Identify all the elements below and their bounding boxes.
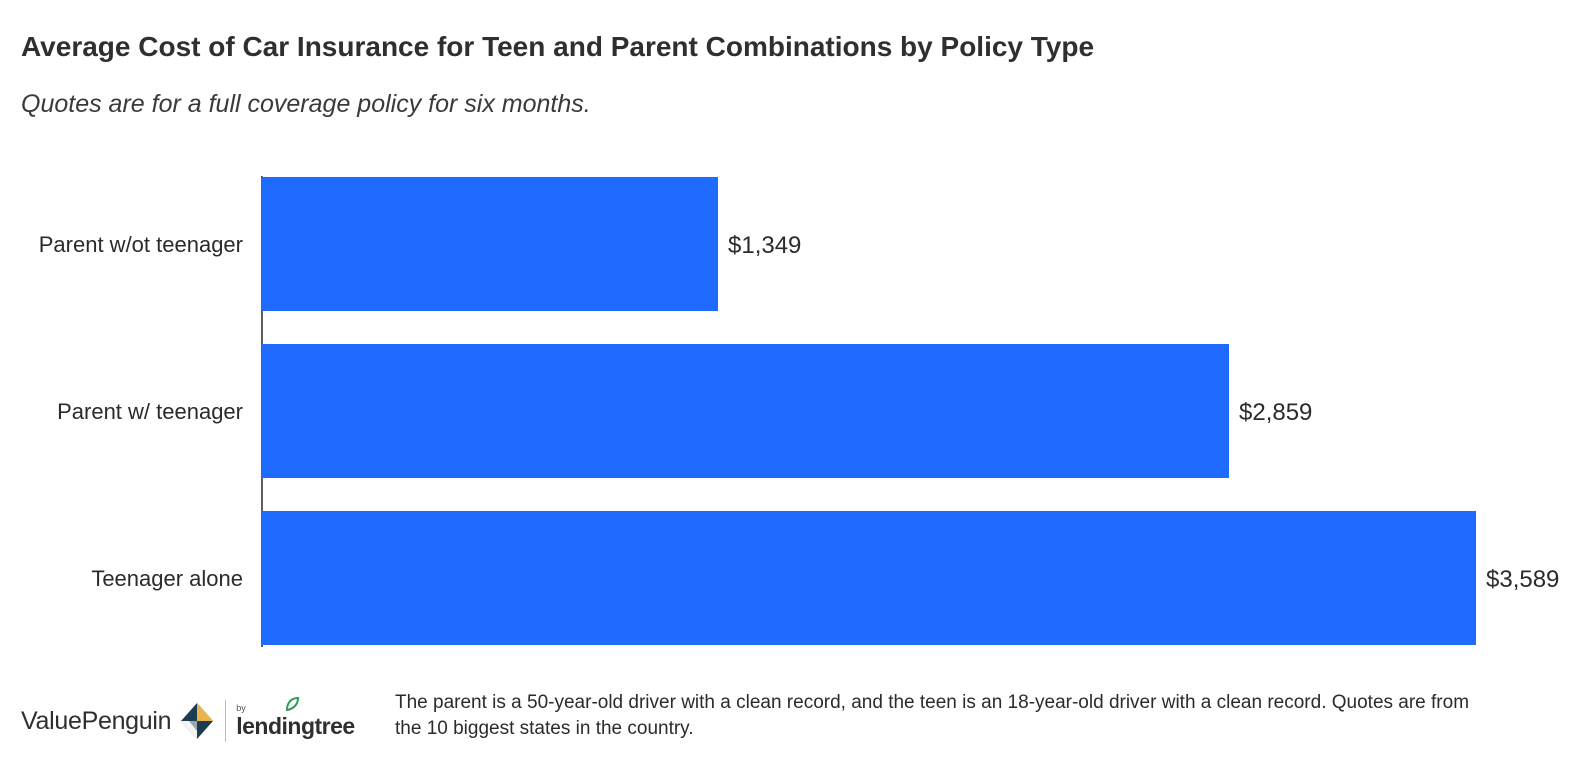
bar-1 — [262, 177, 718, 311]
chart-title: Average Cost of Car Insurance for Teen a… — [21, 31, 1095, 62]
lendingtree-leaf-icon — [286, 696, 300, 712]
category-label: Parent w/ot teenager — [39, 232, 243, 257]
category-label: Teenager alone — [91, 566, 243, 591]
bar-2 — [262, 344, 1229, 478]
value-label: $1,349 — [728, 232, 801, 259]
category-label: Parent w/ teenager — [57, 399, 243, 424]
value-label: $3,589 — [1486, 566, 1559, 593]
logo-separator — [225, 700, 227, 742]
lendingtree-logo: by lendingtree — [236, 696, 355, 739]
footer-logo: ValuePenguin by lendingtree — [21, 696, 355, 746]
lendingtree-wordmark: lendingtree — [236, 713, 355, 739]
valuepenguin-logo-icon — [181, 703, 214, 739]
chart-footnote: The parent is a 50-year-old driver with … — [395, 692, 1470, 739]
bar-3 — [262, 511, 1476, 645]
valuepenguin-wordmark: ValuePenguin — [21, 706, 172, 735]
value-label: $2,859 — [1239, 399, 1312, 426]
lendingtree-by-text: by — [236, 703, 246, 713]
bars-group: Parent w/ot teenager $1,349 Parent w/ teen… — [39, 177, 1559, 645]
bar-chart: Parent w/ot teenager $1,349 Parent w/ teen… — [39, 176, 1559, 647]
chart-subtitle: Quotes are for a full coverage policy fo… — [21, 90, 591, 118]
